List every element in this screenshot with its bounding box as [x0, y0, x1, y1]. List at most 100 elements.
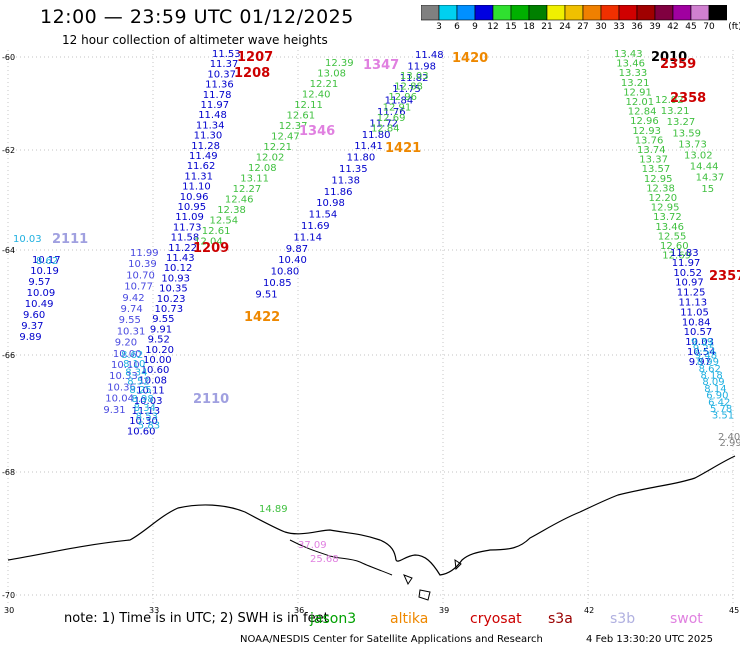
wave-height-value: 12.27 [233, 184, 262, 195]
scale-tick-label: 6 [454, 22, 460, 32]
wave-height-value: 10.09 [27, 288, 56, 299]
wave-height-value: 10.57 [684, 327, 713, 338]
longitude-label: 39 [439, 606, 449, 615]
wave-height-value: 11.97 [672, 258, 701, 269]
satellite-legend-altika: altika [390, 611, 429, 627]
scale-swatch [474, 5, 494, 21]
wave-height-value: 11.05 [680, 307, 709, 318]
wave-height-value: 10.10 [111, 360, 140, 371]
wave-height-value: 10.11 [136, 386, 165, 397]
credit-line: NOAA/NESDIS Center for Satellite Applica… [240, 634, 543, 645]
wave-height-value: 12.54 [210, 216, 239, 227]
wave-height-value: 11.10 [182, 182, 211, 193]
scale-swatch [510, 5, 530, 21]
scale-swatch [546, 5, 566, 21]
pass-time-label: 2110 [193, 392, 229, 407]
wave-height-value: 5.83 [138, 420, 160, 431]
scale-swatch [672, 5, 692, 21]
scale-swatch [600, 5, 620, 21]
wave-height-value: 12.96 [388, 92, 417, 103]
pass-time-label: 2359 [660, 57, 696, 72]
wave-height-value: 11.98 [407, 61, 436, 72]
wave-height-value: 9.31 [103, 405, 125, 416]
wave-height-value: 9.48 [695, 350, 717, 361]
wave-height-value: 14.89 [259, 504, 288, 515]
wave-height-value: 10.08 [138, 375, 167, 386]
pass-time-label: 2357 [709, 269, 740, 284]
wave-height-value: 12.40 [302, 90, 331, 101]
scale-swatch [492, 5, 512, 21]
wave-height-value: 11.84 [385, 96, 414, 107]
wave-height-value: 10.84 [682, 317, 711, 328]
wave-height-value: 15 [701, 184, 714, 195]
wave-height-value: 13.11 [240, 174, 269, 185]
wave-height-value: 12.21 [263, 142, 292, 153]
wave-height-value: 11.78 [203, 90, 232, 101]
wave-height-value: 12.88 [394, 82, 423, 93]
wave-height-value: 10.33 [109, 371, 138, 382]
scale-swatch [618, 5, 638, 21]
scale-tick-label: 42 [667, 22, 679, 32]
wave-height-value: 13.43 [614, 49, 643, 60]
wave-height-value: 8.18 [701, 371, 723, 382]
wave-height-value: 10.93 [161, 273, 190, 284]
wave-height-value: 11.36 [205, 80, 234, 91]
satellite-legend-swot: swot [670, 611, 703, 627]
pass-time-label: 1422 [244, 310, 280, 325]
scale-tick-label: 15 [505, 22, 517, 32]
wave-height-value: 14.37 [696, 173, 725, 184]
wave-height-value: 10.98 [316, 198, 345, 209]
wave-height-value: 11.82 [400, 73, 429, 84]
wave-height-value: 8.62 [699, 364, 721, 375]
wave-height-value: 11.58 [171, 233, 200, 244]
wave-height-value: 10.23 [157, 294, 186, 305]
wave-height-value: 12.60 [660, 241, 689, 252]
wave-height-value: 11.37 [210, 59, 239, 70]
satellite-legend-s3b: s3b [610, 611, 636, 627]
wave-height-value: 10.95 [178, 202, 207, 213]
wave-height-value: 10.70 [126, 270, 155, 281]
wave-height-value: 11.69 [301, 221, 330, 232]
wave-height-value: 11.72 [369, 118, 398, 129]
coastline-islands [403, 558, 462, 601]
wave-height-value: 11.38 [331, 175, 360, 186]
scale-tick-label: 39 [649, 22, 661, 32]
satellite-legend-jason3: jason3 [310, 611, 357, 627]
altimeter-tracks: 11.5311.3710.3711.3611.7811.9711.4811.34… [13, 49, 740, 449]
wave-height-value: 10.00 [113, 349, 142, 360]
wave-height-value: 9.39 [691, 337, 713, 348]
latitude-label: -68 [2, 468, 15, 477]
wave-height-value: 9.87 [286, 244, 308, 255]
scale-swatch [564, 5, 584, 21]
wave-height-value: 10.80 [271, 267, 300, 278]
wave-height-value: 14.44 [690, 162, 719, 173]
wave-height-value: 12.55 [658, 231, 687, 242]
wave-height-value: 13.02 [684, 151, 713, 162]
wave-height-value: 13.21 [661, 106, 690, 117]
wave-height-value: 8.62 [36, 256, 58, 267]
scale-tick-label: 18 [523, 22, 535, 32]
wave-height-value: 13.27 [667, 117, 696, 128]
scale-tick-label: 21 [541, 22, 553, 32]
wave-height-value: 3.51 [712, 411, 734, 422]
wave-height-value: 10.85 [263, 278, 292, 289]
scale-swatch [690, 5, 710, 21]
wave-height-value: 11.31 [184, 171, 213, 182]
wave-height-value: 11.30 [194, 131, 223, 142]
latitude-label: -66 [2, 351, 15, 360]
wave-height-value: 12.38 [217, 205, 246, 216]
scale-tick-label: 36 [631, 22, 643, 32]
longitude-label: 45 [729, 606, 739, 615]
longitude-label: 30 [4, 606, 14, 615]
scale-tick-label: 30 [595, 22, 607, 32]
wave-height-value: 11.97 [201, 100, 230, 111]
wave-height-value: 25.68 [310, 554, 339, 565]
wave-height-value: 13.46 [655, 222, 684, 233]
wave-height-value: 11.80 [347, 153, 376, 164]
wave-height-value: 9.51 [255, 289, 277, 300]
wave-height-value: 13.76 [635, 135, 664, 146]
pass-time-label: 1208 [234, 66, 270, 81]
pass-time-label: 1420 [452, 51, 488, 66]
wave-height-value: 10.03 [685, 337, 714, 348]
satellite-legend-cryosat: cryosat [470, 611, 522, 627]
